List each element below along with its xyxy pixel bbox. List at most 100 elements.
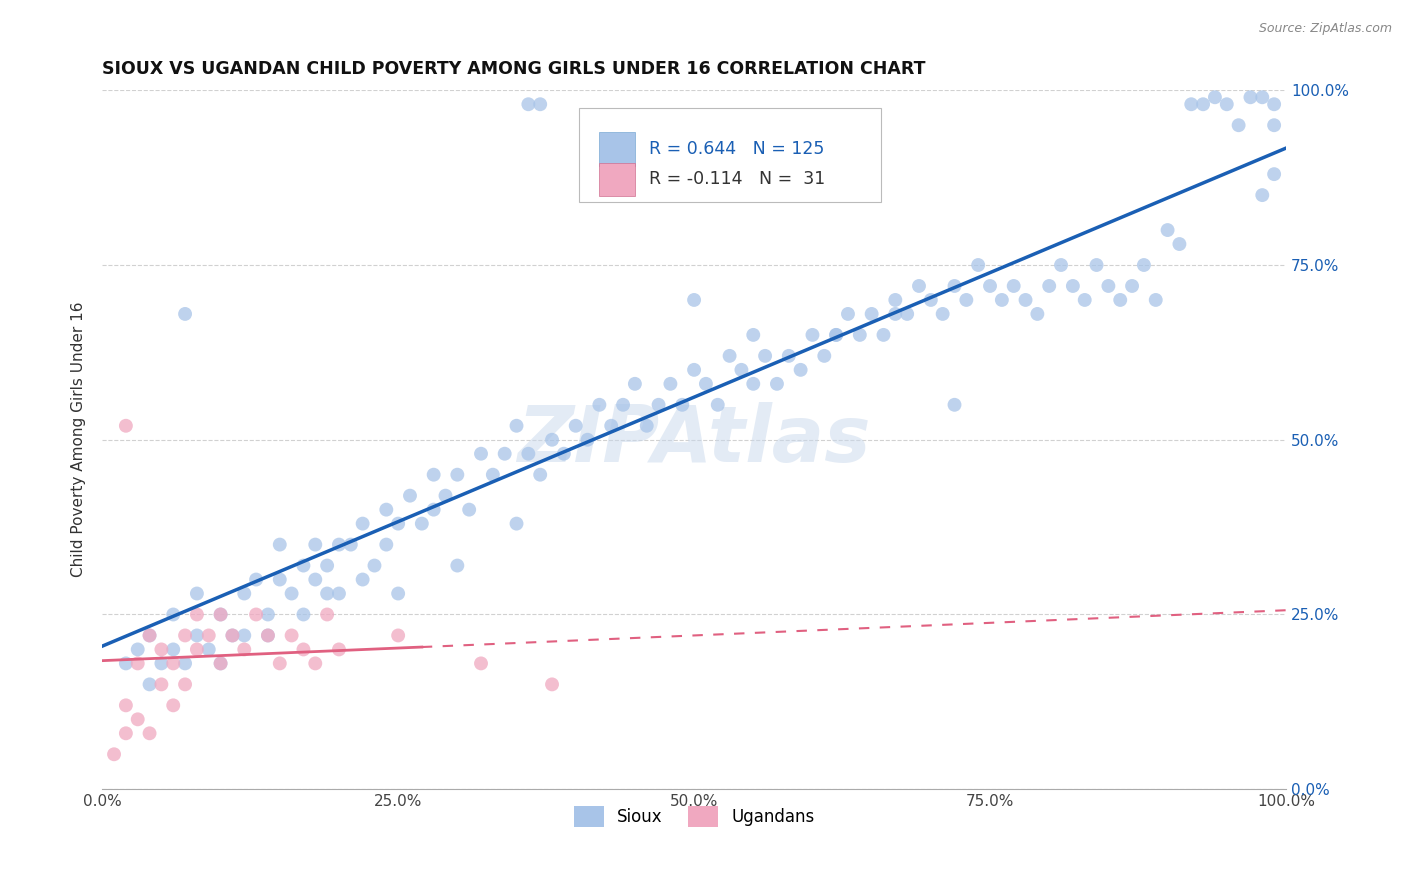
Point (174, 307, 197, 321)
Point (1263, 97, 1285, 112)
Point (955, 293, 977, 307)
Point (920, 293, 942, 307)
Point (186, 586, 208, 600)
Point (564, 418, 586, 433)
Point (280, 628, 302, 642)
Point (292, 558, 315, 573)
Point (150, 657, 173, 671)
Point (1204, 90, 1226, 104)
Point (754, 349, 776, 363)
Point (221, 628, 243, 642)
Point (837, 307, 859, 321)
Point (1168, 237, 1191, 252)
Point (1251, 90, 1274, 104)
Point (245, 607, 267, 622)
Y-axis label: Child Poverty Among Girls Under 16: Child Poverty Among Girls Under 16 (72, 302, 86, 577)
Point (943, 279, 966, 293)
Point (706, 398, 728, 412)
Point (801, 327, 824, 342)
Point (387, 516, 409, 531)
Point (1109, 293, 1132, 307)
Point (162, 657, 184, 671)
Point (931, 307, 953, 321)
Point (683, 293, 706, 307)
Point (1263, 118, 1285, 132)
Point (328, 538, 350, 552)
Point (115, 698, 138, 713)
Point (1180, 97, 1202, 112)
Point (209, 657, 232, 671)
Point (1062, 279, 1084, 293)
Point (363, 558, 385, 573)
Legend: Sioux, Ugandans: Sioux, Ugandans (567, 799, 821, 833)
Point (470, 657, 492, 671)
Point (458, 502, 481, 516)
Point (624, 376, 647, 391)
Point (813, 349, 835, 363)
Point (541, 433, 564, 447)
Point (908, 279, 931, 293)
Point (328, 586, 350, 600)
Point (884, 293, 907, 307)
Point (979, 279, 1001, 293)
Point (1050, 258, 1073, 272)
Point (304, 573, 326, 587)
Point (517, 97, 540, 112)
Point (517, 447, 540, 461)
Point (742, 327, 765, 342)
Point (647, 398, 669, 412)
Point (482, 467, 505, 482)
Point (1227, 118, 1250, 132)
Point (316, 607, 339, 622)
Point (600, 418, 623, 433)
Point (269, 657, 291, 671)
Point (186, 642, 208, 657)
Point (221, 628, 243, 642)
Point (352, 573, 374, 587)
Point (127, 642, 149, 657)
Point (434, 489, 457, 503)
Point (138, 677, 160, 691)
Point (411, 516, 433, 531)
Point (316, 586, 339, 600)
Point (269, 573, 291, 587)
Point (695, 376, 717, 391)
Point (1073, 293, 1095, 307)
Point (849, 327, 872, 342)
Point (742, 376, 765, 391)
Point (541, 677, 564, 691)
Point (505, 418, 527, 433)
Point (1038, 279, 1060, 293)
Point (671, 398, 693, 412)
Point (150, 642, 173, 657)
Point (884, 307, 907, 321)
Point (588, 398, 610, 412)
Point (257, 607, 280, 622)
Text: R = 0.644   N = 125: R = 0.644 N = 125 (650, 140, 824, 158)
Point (209, 607, 232, 622)
Text: R = -0.114   N =  31: R = -0.114 N = 31 (650, 170, 825, 188)
Point (233, 628, 256, 642)
Point (1216, 97, 1239, 112)
Point (197, 628, 219, 642)
Point (138, 726, 160, 740)
Point (529, 97, 551, 112)
Point (766, 376, 789, 391)
Point (576, 433, 599, 447)
Point (186, 628, 208, 642)
Point (138, 628, 160, 642)
Point (186, 607, 208, 622)
Point (718, 349, 741, 363)
Point (103, 747, 125, 762)
Point (269, 538, 291, 552)
Point (446, 558, 468, 573)
Point (162, 607, 184, 622)
Point (1144, 293, 1167, 307)
FancyBboxPatch shape (599, 132, 636, 166)
Point (1085, 258, 1108, 272)
Point (233, 642, 256, 657)
Point (174, 657, 197, 671)
Point (789, 363, 811, 377)
Point (896, 307, 918, 321)
Point (150, 677, 173, 691)
